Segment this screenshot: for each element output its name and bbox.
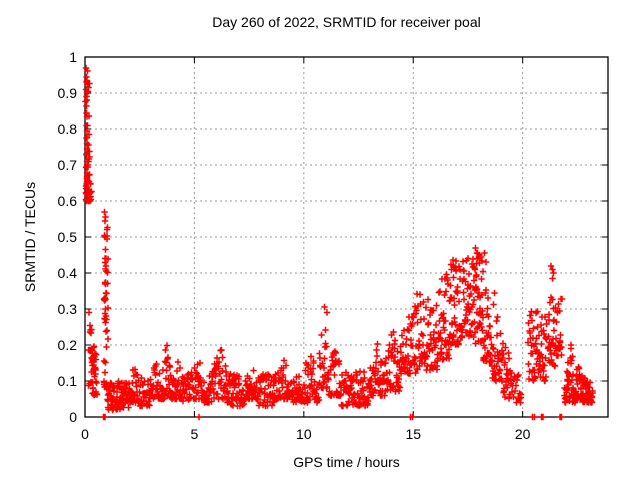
y-tick-label: 0.8 (58, 121, 78, 137)
x-tick-label: 5 (191, 426, 199, 442)
y-tick-label: 0.6 (58, 193, 78, 209)
y-tick-label: 0.7 (58, 157, 78, 173)
y-tick-label: 0.3 (58, 301, 78, 317)
y-tick-label: 0.9 (58, 85, 78, 101)
x-tick-label: 10 (296, 426, 312, 442)
x-tick-label: 15 (405, 426, 421, 442)
y-tick-label: 0.1 (58, 373, 78, 389)
plot-border (84, 56, 609, 418)
y-tick-label: 0.5 (58, 229, 78, 245)
data-points (82, 64, 596, 421)
x-axis-label: GPS time / hours (293, 454, 400, 470)
x-tick-label: 0 (81, 426, 89, 442)
x-tick-label: 20 (515, 426, 531, 442)
y-tick-label: 0 (69, 409, 77, 425)
y-tick-label: 1 (69, 49, 77, 65)
chart-title: Day 260 of 2022, SRMTID for receiver poa… (212, 14, 481, 30)
y-tick-label: 0.2 (58, 337, 78, 353)
y-tick-label: 0.4 (58, 265, 78, 281)
